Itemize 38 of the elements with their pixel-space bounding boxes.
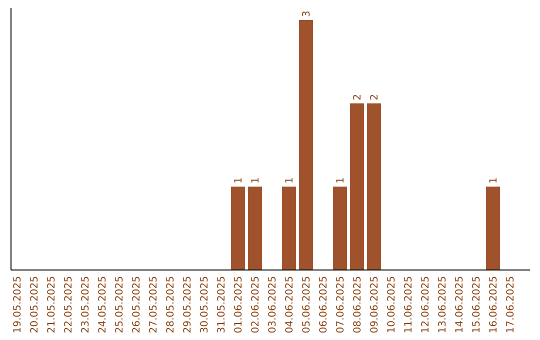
- x-tick-label: 16.06.2025: [488, 276, 500, 334]
- x-tick-label: 07.06.2025: [336, 276, 346, 334]
- x-tick-label: 13.06.2025: [438, 276, 448, 334]
- data-label: 3: [302, 10, 312, 17]
- x-tick-label: 01.06.2025: [234, 276, 244, 334]
- x-tick-label: 02.06.2025: [250, 276, 262, 334]
- x-tick-label: 22.05.2025: [64, 276, 74, 334]
- x-tick-label: 28.05.2025: [166, 276, 176, 334]
- x-tick-label: 05.06.2025: [302, 276, 312, 334]
- x-tick-label: 25.05.2025: [114, 276, 126, 334]
- data-label: 2: [352, 94, 364, 100]
- x-tick-label: 23.05.2025: [80, 276, 92, 334]
- data-label: 1: [250, 177, 262, 184]
- x-tick-label: 09.06.2025: [370, 276, 380, 334]
- data-label: 2: [370, 94, 380, 100]
- x-tick-label: 03.06.2025: [268, 276, 278, 334]
- x-tick-label: 19.05.2025: [12, 276, 24, 334]
- x-tick-label: 21.05.2025: [46, 276, 58, 334]
- data-label: 1: [284, 177, 296, 184]
- x-tick-label: 12.06.2025: [420, 276, 432, 334]
- x-tick-label: 26.05.2025: [132, 276, 142, 334]
- x-tick-label: 31.05.2025: [216, 276, 228, 334]
- x-tick-label: 30.05.2025: [200, 276, 210, 334]
- x-tick-label: 08.06.2025: [352, 276, 364, 334]
- x-tick-label: 29.05.2025: [182, 276, 194, 334]
- x-tick-label: 27.05.2025: [148, 276, 160, 334]
- x-tick-label: 14.06.2025: [454, 276, 466, 334]
- x-tick-label: 11.06.2025: [404, 276, 414, 334]
- x-tick-label: 17.06.2025: [506, 276, 516, 334]
- x-tick-label: 15.06.2025: [472, 276, 482, 334]
- data-label: 1: [234, 177, 244, 184]
- data-label: 1: [336, 177, 346, 184]
- data-label: 1: [488, 177, 500, 184]
- x-tick-label: 10.06.2025: [386, 276, 398, 334]
- x-tick-label: 24.05.2025: [98, 276, 108, 334]
- x-tick-label: 04.06.2025: [284, 276, 296, 334]
- x-tick-label: 06.06.2025: [318, 276, 330, 334]
- x-tick-label: 20.05.2025: [30, 276, 40, 334]
